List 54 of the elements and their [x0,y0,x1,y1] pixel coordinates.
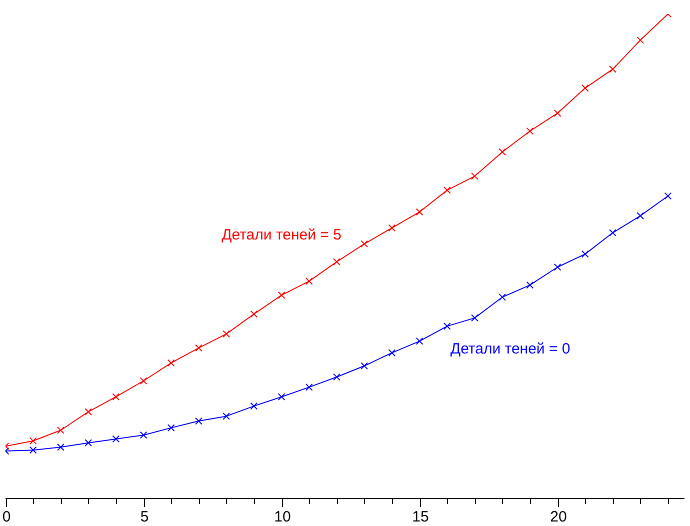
point [416,338,424,345]
series-label: Детали теней = 5 [222,226,342,244]
point [222,412,230,420]
point [57,444,64,451]
point [360,240,368,248]
x-tick-label: 10 [274,508,291,526]
point [29,437,37,445]
point [195,417,202,425]
point [388,349,396,356]
x-tick-label: 15 [412,508,429,526]
point [664,192,672,200]
point [609,229,616,236]
point [29,446,37,454]
point [360,362,368,370]
x-tick-label: 20 [550,508,567,526]
point [554,110,562,117]
point [526,127,534,135]
point [333,258,340,266]
point [443,322,451,330]
point [636,212,644,220]
point [554,263,562,271]
x-tick-label: 5 [140,508,149,526]
point [526,281,534,289]
point [609,65,616,73]
point [278,292,286,299]
point [250,310,258,318]
point [581,250,589,258]
point [84,439,92,447]
x-tick-label: 0 [2,508,11,526]
point [498,148,506,156]
point [167,424,175,432]
point [112,393,120,401]
point [278,393,286,401]
series-label: Детали теней = 0 [450,340,570,358]
point [305,277,313,285]
point [498,293,506,301]
point [167,359,175,367]
point [333,373,340,381]
point [250,402,258,410]
point [112,435,120,443]
point [84,408,92,416]
point [416,208,424,216]
point [222,330,230,338]
point [305,383,313,391]
point [636,36,644,44]
point [388,224,396,232]
point [140,377,148,385]
point [471,172,478,180]
point [140,431,148,439]
point [471,314,478,322]
point [195,344,202,352]
point [57,426,64,434]
point [581,84,589,92]
point [443,186,451,194]
